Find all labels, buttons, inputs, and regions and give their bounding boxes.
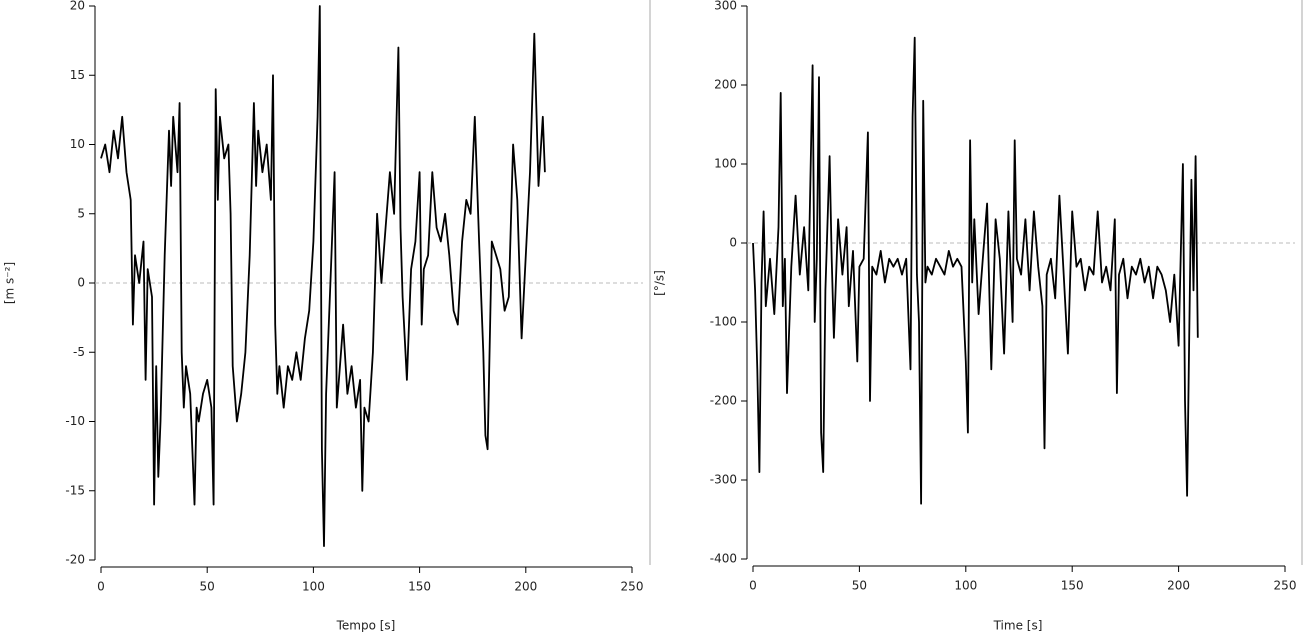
y-tick-label: -10 — [65, 414, 85, 428]
y-tick-label: 100 — [714, 157, 737, 171]
y-tick-label: -15 — [65, 483, 85, 497]
x-tick-label: 50 — [852, 579, 867, 593]
x-tick-label: 0 — [749, 579, 757, 593]
y-tick-label: 10 — [70, 137, 85, 151]
y-axis-label: [°/s] — [653, 270, 667, 296]
x-tick-label: 100 — [954, 579, 977, 593]
data-line — [752, 36, 1199, 505]
x-axis-label: Tempo [s] — [336, 619, 396, 633]
y-tick-label: -100 — [710, 315, 737, 329]
y-tick-label: 0 — [729, 236, 737, 250]
y-tick-label: -400 — [710, 552, 737, 566]
x-tick-label: 150 — [1061, 579, 1084, 593]
y-tick-label: 5 — [77, 206, 85, 220]
x-tick-label: 250 — [1274, 579, 1297, 593]
x-axis-label: Time [s] — [993, 619, 1043, 633]
y-tick-label: -300 — [710, 473, 737, 487]
x-tick-label: 100 — [302, 580, 325, 594]
y-axis-label: [m s⁻²] — [3, 262, 17, 304]
x-tick-label: 250 — [621, 580, 644, 594]
y-tick-label: 20 — [70, 0, 85, 13]
y-tick-label: 300 — [714, 0, 737, 13]
y-tick-label: 15 — [70, 68, 85, 82]
x-tick-label: 0 — [97, 580, 105, 594]
y-tick-label: 0 — [77, 276, 85, 290]
x-tick-label: 200 — [514, 580, 537, 594]
data-line — [100, 5, 546, 547]
y-tick-label: 200 — [714, 78, 737, 92]
x-tick-label: 200 — [1167, 579, 1190, 593]
x-tick-label: 50 — [200, 580, 215, 594]
y-tick-label: -5 — [73, 345, 85, 359]
y-tick-label: -20 — [65, 553, 85, 567]
x-tick-label: 150 — [408, 580, 431, 594]
y-tick-label: -200 — [710, 394, 737, 408]
